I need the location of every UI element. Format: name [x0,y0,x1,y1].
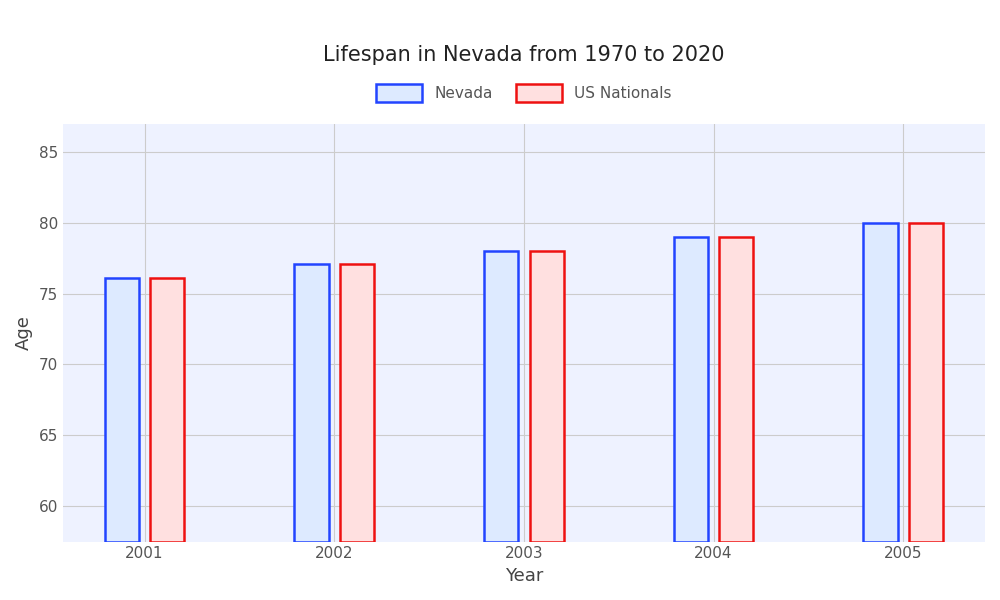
Bar [105,278,139,542]
Bar [909,223,943,542]
Bar [340,264,374,542]
Bar [294,264,329,542]
Legend: Nevada, US Nationals: Nevada, US Nationals [369,77,679,110]
Bar [484,251,518,542]
Y-axis label: Age: Age [15,315,33,350]
Title: Lifespan in Nevada from 1970 to 2020: Lifespan in Nevada from 1970 to 2020 [323,45,725,65]
Bar [530,251,564,542]
Bar [719,237,753,542]
Bar [863,223,898,542]
Bar [674,237,708,542]
Bar [150,278,184,542]
X-axis label: Year: Year [505,567,543,585]
